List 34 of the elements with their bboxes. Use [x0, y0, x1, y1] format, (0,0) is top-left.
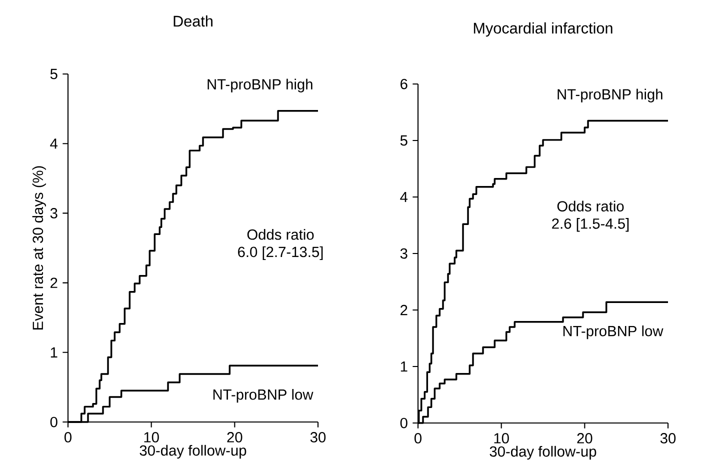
x-tick-label: 30 [310, 432, 326, 442]
y-tick-label: 4 [400, 192, 408, 202]
y-tick-label: 5 [400, 135, 408, 146]
y-tick-label: 2 [50, 278, 58, 288]
x-tick-label: 0 [414, 433, 422, 444]
y-tick-label: 0 [400, 418, 408, 428]
x-tick-label: 20 [227, 432, 242, 442]
x-tick-label: 10 [494, 433, 509, 444]
y-tick-label: 2 [400, 304, 408, 316]
x-tick-label: 10 [144, 432, 159, 442]
series-label: NT-proBNP high [208, 78, 312, 92]
series-label: NT-proBNP low [213, 389, 314, 403]
x-tick-label: 30 [660, 433, 676, 444]
y-tick-label: 3 [50, 208, 58, 218]
y-tick-label: 3 [400, 248, 408, 259]
y-tick-label: 6 [400, 78, 408, 90]
y-tick-label: 1 [50, 347, 58, 358]
annotation: Odds ratio [247, 229, 314, 240]
annotation: Odds ratio [557, 200, 624, 212]
y-tick-label: 1 [400, 361, 408, 372]
y-axis-title: Event rate at 30 days (%) [32, 166, 46, 330]
annotation: 2.6 [1.5-4.5] [552, 218, 629, 232]
annotation: 6.0 [2.7-13.5] [238, 246, 323, 260]
x-tick-label: 0 [64, 432, 72, 442]
y-tick-label: 5 [50, 68, 58, 80]
x-tick-label: 20 [577, 433, 592, 444]
chart-title: Death [174, 15, 212, 27]
chart-title: Myocardial infarction [474, 22, 612, 37]
y-tick-label: 4 [50, 138, 58, 149]
x-axis-title: 30-day follow-up [140, 444, 246, 459]
y-tick-label: 0 [50, 416, 58, 428]
series-label: NT-proBNP low [563, 325, 664, 340]
series-label: NT-proBNP high [558, 88, 662, 102]
x-axis-title: 30-day follow-up [490, 446, 596, 460]
